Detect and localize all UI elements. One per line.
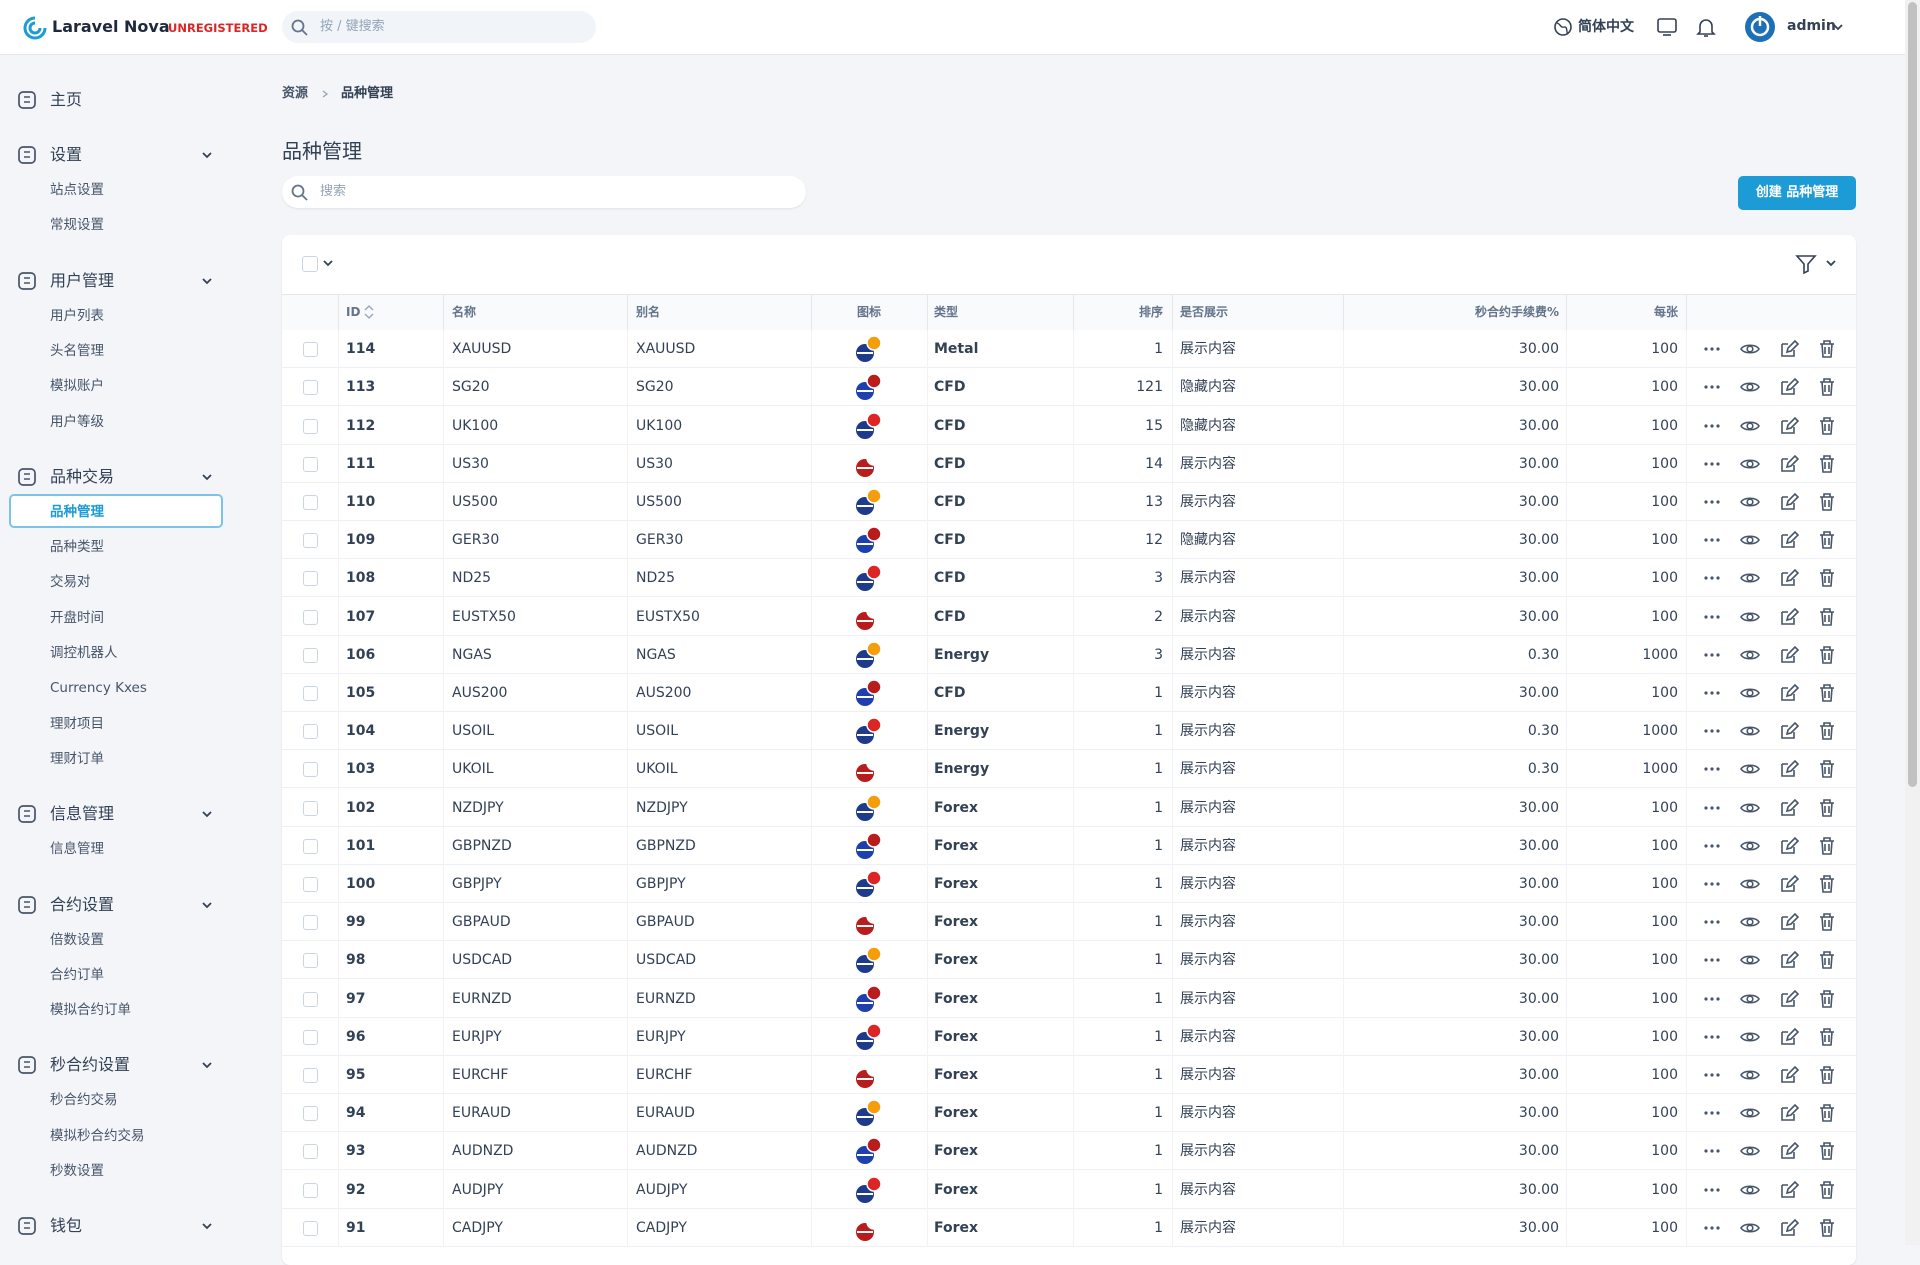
- global-search[interactable]: 按 / 键搜索: [282, 11, 596, 43]
- notifications-icon[interactable]: [1695, 16, 1717, 38]
- sidebar-icon: [18, 467, 36, 486]
- sidebar-group[interactable]: 品种交易: [50, 466, 115, 486]
- sidebar-group[interactable]: 合约设置: [50, 894, 115, 914]
- sidebar-item[interactable]: 头名管理: [50, 342, 104, 359]
- sidebar-item[interactable]: 模拟合约订单: [50, 1002, 131, 1019]
- sidebar-chevron[interactable]: [201, 149, 213, 161]
- table-card: [282, 235, 1856, 1265]
- sidebar-item[interactable]: 理财订单: [50, 750, 104, 767]
- sidebar-item[interactable]: 交易对: [50, 574, 91, 591]
- select-all-chevron[interactable]: [322, 257, 334, 269]
- scrollbar-thumb[interactable]: [1908, 2, 1917, 787]
- create-button[interactable]: 创建 品种管理: [1738, 176, 1856, 210]
- sidebar-item[interactable]: Currency Kxes: [50, 680, 147, 697]
- select-all-checkbox[interactable]: [302, 256, 318, 272]
- sidebar-item[interactable]: 品种管理: [50, 503, 104, 520]
- top-bar: Laravel Nova UNREGISTERED 按 / 键搜索 简体中文 a…: [0, 0, 1905, 55]
- sidebar-chevron[interactable]: [201, 1220, 213, 1232]
- sidebar-icon: [18, 1217, 36, 1236]
- sidebar-icon: [18, 1056, 36, 1075]
- sidebar-item[interactable]: 站点设置: [50, 182, 104, 198]
- sidebar-group[interactable]: 钱包: [50, 1216, 83, 1236]
- sidebar-item[interactable]: 开盘时间: [50, 609, 104, 626]
- search-icon: [291, 19, 308, 36]
- sidebar-icon: [18, 895, 36, 914]
- user-name[interactable]: admin: [1787, 18, 1836, 34]
- sidebar-item[interactable]: 调控机器人: [50, 645, 118, 661]
- sidebar-chevron[interactable]: [201, 808, 213, 820]
- sidebar-icon: [18, 146, 36, 164]
- avatar[interactable]: [1744, 11, 1776, 43]
- breadcrumb-current: 品种管理: [341, 86, 394, 101]
- breadcrumb-root[interactable]: 资源: [282, 86, 309, 101]
- resource-search[interactable]: 搜索: [282, 176, 806, 208]
- filter-chevron[interactable]: [1825, 257, 1837, 269]
- filter-icon[interactable]: [1795, 253, 1817, 275]
- sidebar-item[interactable]: 理财项目: [50, 715, 104, 732]
- sidebar-group[interactable]: 设置: [50, 145, 83, 164]
- sidebar-item[interactable]: 用户列表: [50, 307, 104, 324]
- sidebar-chevron[interactable]: [201, 899, 213, 911]
- sidebar-item[interactable]: 模拟秒合约交易: [50, 1127, 145, 1144]
- sidebar-item[interactable]: 用户等级: [50, 413, 104, 430]
- sidebar-group[interactable]: 秒合约设置: [50, 1055, 131, 1075]
- sidebar-icon: [18, 271, 36, 290]
- sidebar-item[interactable]: 常规设置: [50, 217, 104, 234]
- sidebar-chevron[interactable]: [201, 1059, 213, 1071]
- breadcrumb-separator: [322, 90, 329, 98]
- screen-icon[interactable]: [1656, 16, 1678, 38]
- sidebar-item[interactable]: 合约订单: [50, 966, 104, 983]
- sidebar-item[interactable]: 倍数设置: [50, 931, 104, 948]
- user-chevron: [1833, 24, 1843, 31]
- sidebar-item[interactable]: 秒合约交易: [50, 1092, 118, 1109]
- sidebar-group[interactable]: 信息管理: [50, 804, 115, 824]
- sidebar-chevron[interactable]: [201, 471, 213, 483]
- sidebar-icon: [18, 805, 36, 824]
- logo: [23, 16, 47, 40]
- language-icon: [1554, 18, 1572, 36]
- language[interactable]: 简体中文: [1578, 19, 1634, 35]
- search-icon: [291, 184, 308, 201]
- brand[interactable]: Laravel Nova: [52, 17, 170, 36]
- sidebar-icon: [18, 91, 36, 109]
- sidebar-item[interactable]: 品种类型: [50, 539, 104, 556]
- sidebar-item[interactable]: 秒数设置: [50, 1163, 104, 1179]
- sidebar-chevron[interactable]: [201, 275, 213, 287]
- search-placeholder: 按 / 键搜索: [320, 19, 385, 34]
- sidebar-item[interactable]: 模拟账户: [50, 378, 104, 395]
- page-title: 品种管理: [282, 139, 362, 163]
- sidebar-group[interactable]: 用户管理: [50, 270, 115, 290]
- badge: UNREGISTERED: [168, 21, 268, 35]
- sidebar: 主页设置站点设置常规设置用户管理用户列表头名管理模拟账户用户等级品种交易品种管理…: [0, 55, 282, 1245]
- sidebar-item[interactable]: 信息管理: [50, 841, 104, 858]
- search-placeholder: 搜索: [320, 184, 347, 199]
- active-highlight: [9, 493, 223, 528]
- sidebar-group[interactable]: 主页: [50, 90, 83, 109]
